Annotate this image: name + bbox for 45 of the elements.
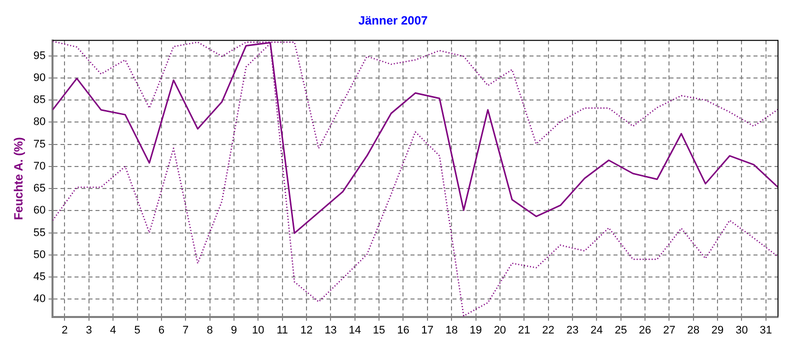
y-tick-label: 90 [33, 72, 46, 84]
x-tick-label: 9 [230, 324, 238, 336]
x-tick-label: 13 [324, 324, 337, 336]
x-tick-label: 25 [614, 324, 627, 336]
x-tick-label: 8 [206, 324, 213, 336]
y-tick-label: 40 [33, 293, 46, 306]
y-tick-label: 70 [33, 160, 46, 172]
x-tick-label: 31 [760, 324, 772, 336]
x-tick-label: 7 [182, 324, 189, 336]
x-tick-label: 23 [566, 324, 579, 336]
x-tick-label: 24 [590, 324, 603, 336]
y-tick-label: 50 [33, 248, 46, 261]
x-tick-label: 4 [110, 324, 116, 336]
y-tick-label: 80 [33, 116, 46, 128]
x-tick-label: 15 [372, 324, 386, 336]
x-tick-label: 18 [445, 324, 458, 336]
x-tick-label: 26 [638, 324, 652, 336]
x-tick-label: 11 [276, 324, 288, 336]
y-tick-label: 45 [33, 271, 46, 284]
x-tick-label: 17 [421, 324, 434, 336]
x-tick-label: 22 [542, 324, 554, 336]
y-tick-label: 55 [33, 226, 46, 239]
x-tick-label: 2 [62, 324, 68, 336]
y-axis-title: Feuchte A. (%) [12, 137, 26, 220]
y-tick-label: 65 [33, 182, 46, 195]
x-tick-label: 3 [86, 324, 92, 336]
x-tick-label: 30 [736, 324, 748, 336]
x-tick-label: 14 [348, 324, 361, 336]
x-tick-label: 29 [711, 324, 724, 336]
y-tick-label: 75 [33, 138, 46, 150]
x-tick-label: 16 [397, 324, 410, 336]
x-tick-label: 10 [252, 324, 264, 336]
x-tick-label: 21 [518, 324, 530, 336]
x-tick-label: 27 [663, 324, 676, 336]
x-tick-label: 28 [687, 324, 700, 336]
x-tick-label: 6 [158, 324, 165, 336]
x-tick-label: 19 [470, 324, 482, 336]
line-series [52, 42, 778, 317]
chart-title: Jänner 2007 [358, 14, 428, 28]
x-tick-label: 12 [300, 324, 313, 336]
y-tick-label: 60 [33, 204, 46, 217]
x-tick-label: 5 [134, 324, 140, 336]
y-tick-label: 85 [33, 94, 46, 106]
y-tick-label: 95 [33, 50, 46, 62]
x-tick-label: 20 [494, 324, 506, 336]
